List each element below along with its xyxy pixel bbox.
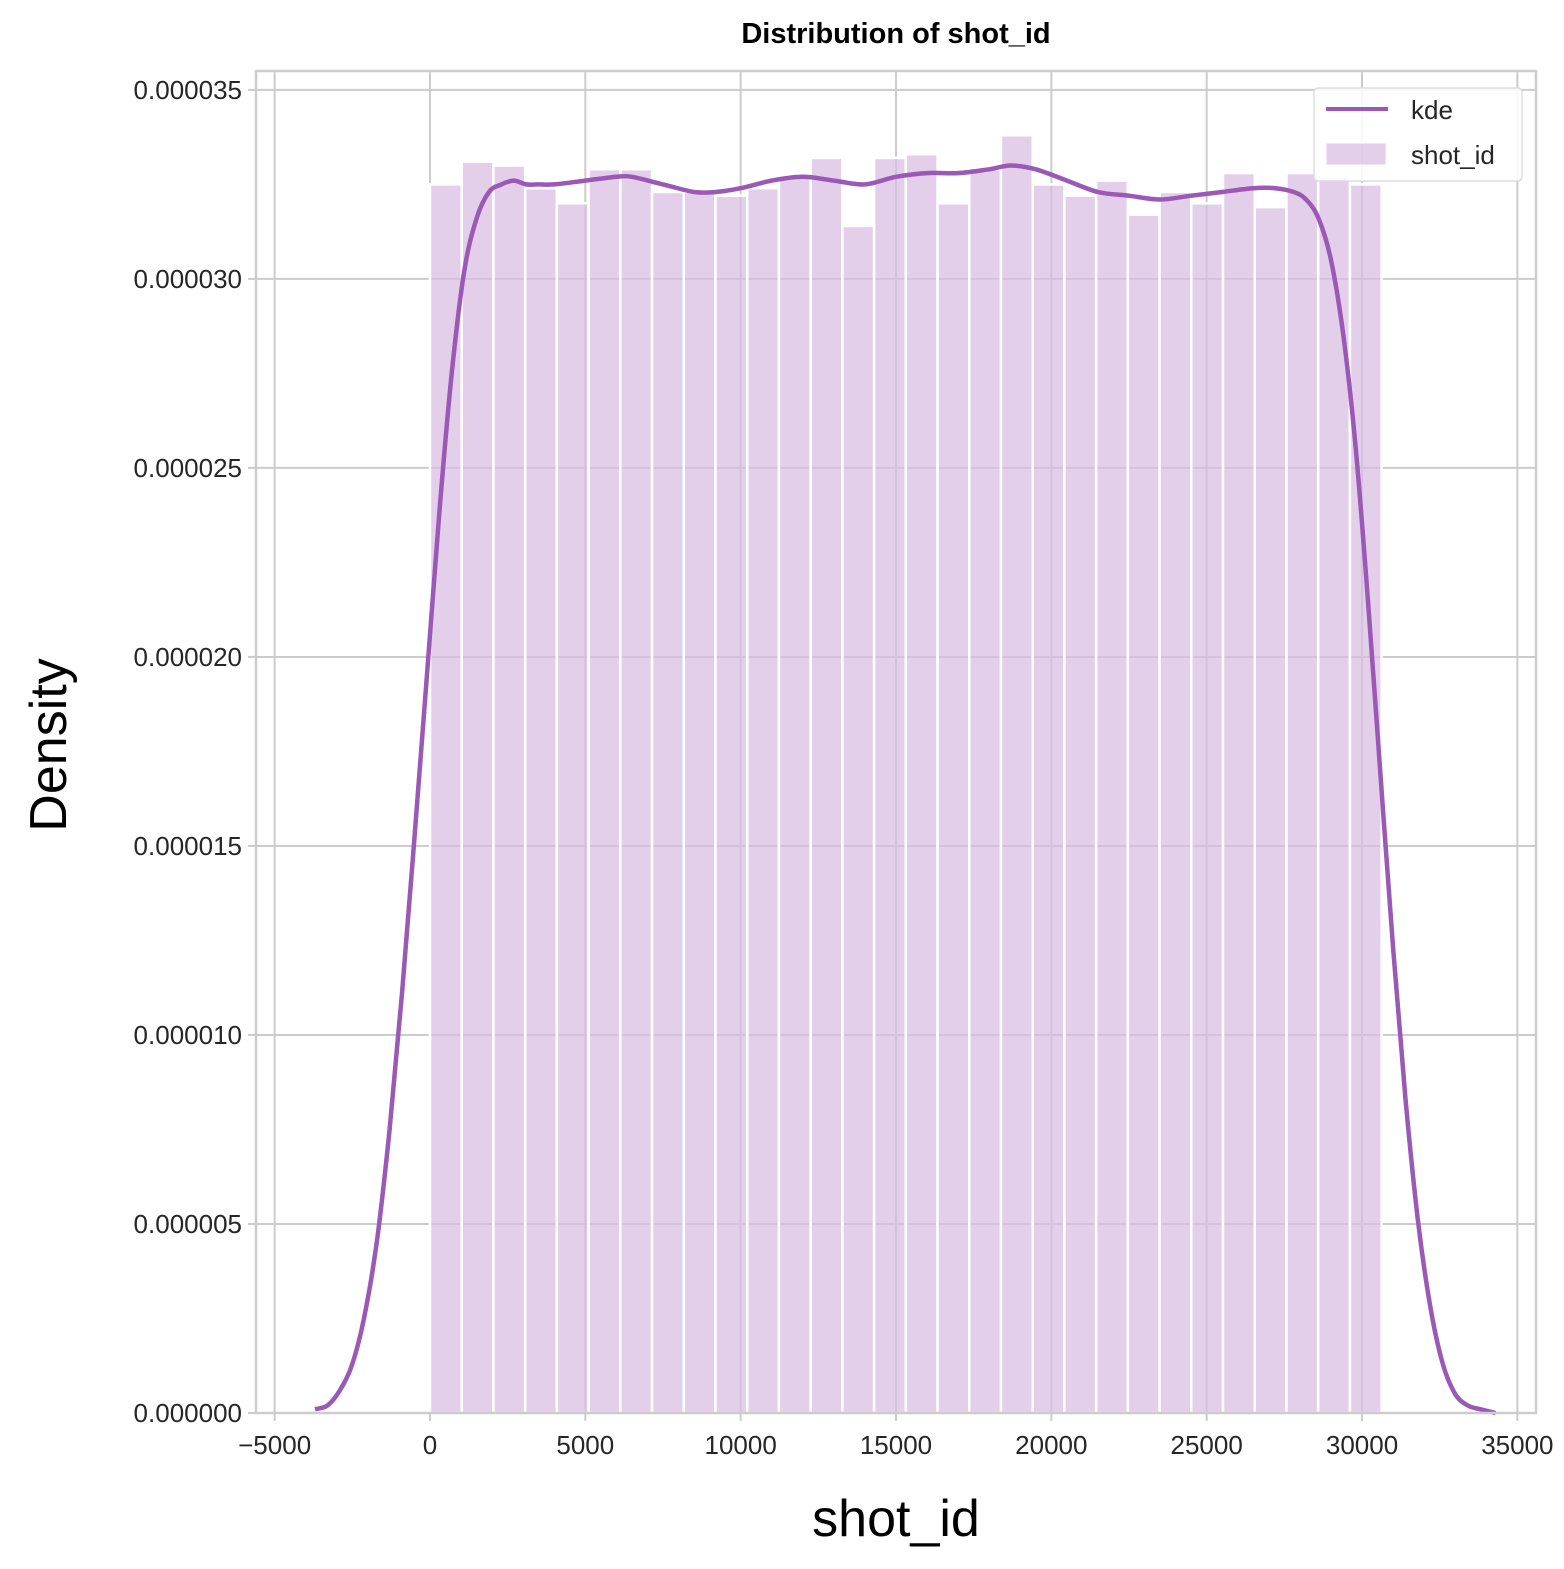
histogram-bar [809,156,844,1415]
x-tick-label: 20000 [1015,1430,1087,1460]
legend-label-kde: kde [1411,95,1453,125]
x-axis-title: shot_id [812,1490,980,1548]
histogram-bar [1221,171,1256,1415]
histogram-bar [492,164,527,1415]
histogram-bar [1348,183,1383,1415]
histogram-bar [1094,179,1130,1415]
legend: kde shot_id [1313,87,1523,182]
histogram-bar [1253,205,1288,1415]
y-tick-label: 0.000025 [134,453,242,483]
y-axis-title: Density [20,658,78,831]
y-tick-label: 0.000000 [134,1398,242,1428]
histogram-bar [682,190,717,1415]
histogram-bar [1063,194,1098,1415]
kde-series [314,163,1497,1416]
chart-title: Distribution of shot_id [741,18,1050,50]
legend-bar-swatch [1325,142,1387,166]
histogram-bar [1285,171,1320,1415]
y-tick-label: 0.000030 [134,264,242,294]
histogram-bar [1126,213,1161,1415]
x-tick-label: 35000 [1481,1430,1553,1460]
histogram-bar [968,168,1003,1415]
histogram-bar [1158,190,1193,1415]
histogram-bar [999,134,1034,1415]
histogram-bar [936,202,971,1415]
histogram-bar [555,202,590,1415]
kde-line [314,163,1497,1416]
histogram-bar [1190,202,1225,1415]
histogram-bars [428,134,1383,1415]
histogram-bar [460,160,495,1415]
histogram-bar [745,186,781,1415]
x-tick-label: 15000 [860,1430,932,1460]
y-tick-label: 0.000015 [134,831,242,861]
y-tick-label: 0.000020 [134,642,242,672]
x-tick-label: −5000 [238,1430,311,1460]
histogram-bar [904,152,939,1415]
histogram-bar [650,190,686,1415]
x-tick-label: 5000 [556,1430,614,1460]
y-tick-label: 0.000005 [134,1209,242,1239]
x-tick-label: 25000 [1171,1430,1243,1460]
histogram-bar [619,168,654,1415]
histogram-bar [714,194,749,1415]
x-tick-label: 30000 [1326,1430,1398,1460]
x-tick-label: 0 [423,1430,437,1460]
legend-label-shot-id: shot_id [1411,140,1495,170]
axis-ticks: −5000 0 5000 10000 15000 20000 25000 30000 35000… [134,75,1554,1460]
histogram-bar [841,224,876,1415]
histogram-bar [428,183,463,1415]
histogram-bar [777,175,812,1415]
histogram-bar [872,156,908,1415]
histogram-bar [1031,183,1066,1415]
histogram-bar [587,168,622,1415]
y-tick-label: 0.000035 [134,75,242,105]
x-tick-label: 10000 [705,1430,777,1460]
y-tick-label: 0.000010 [134,1020,242,1050]
histogram-bar [523,186,559,1415]
